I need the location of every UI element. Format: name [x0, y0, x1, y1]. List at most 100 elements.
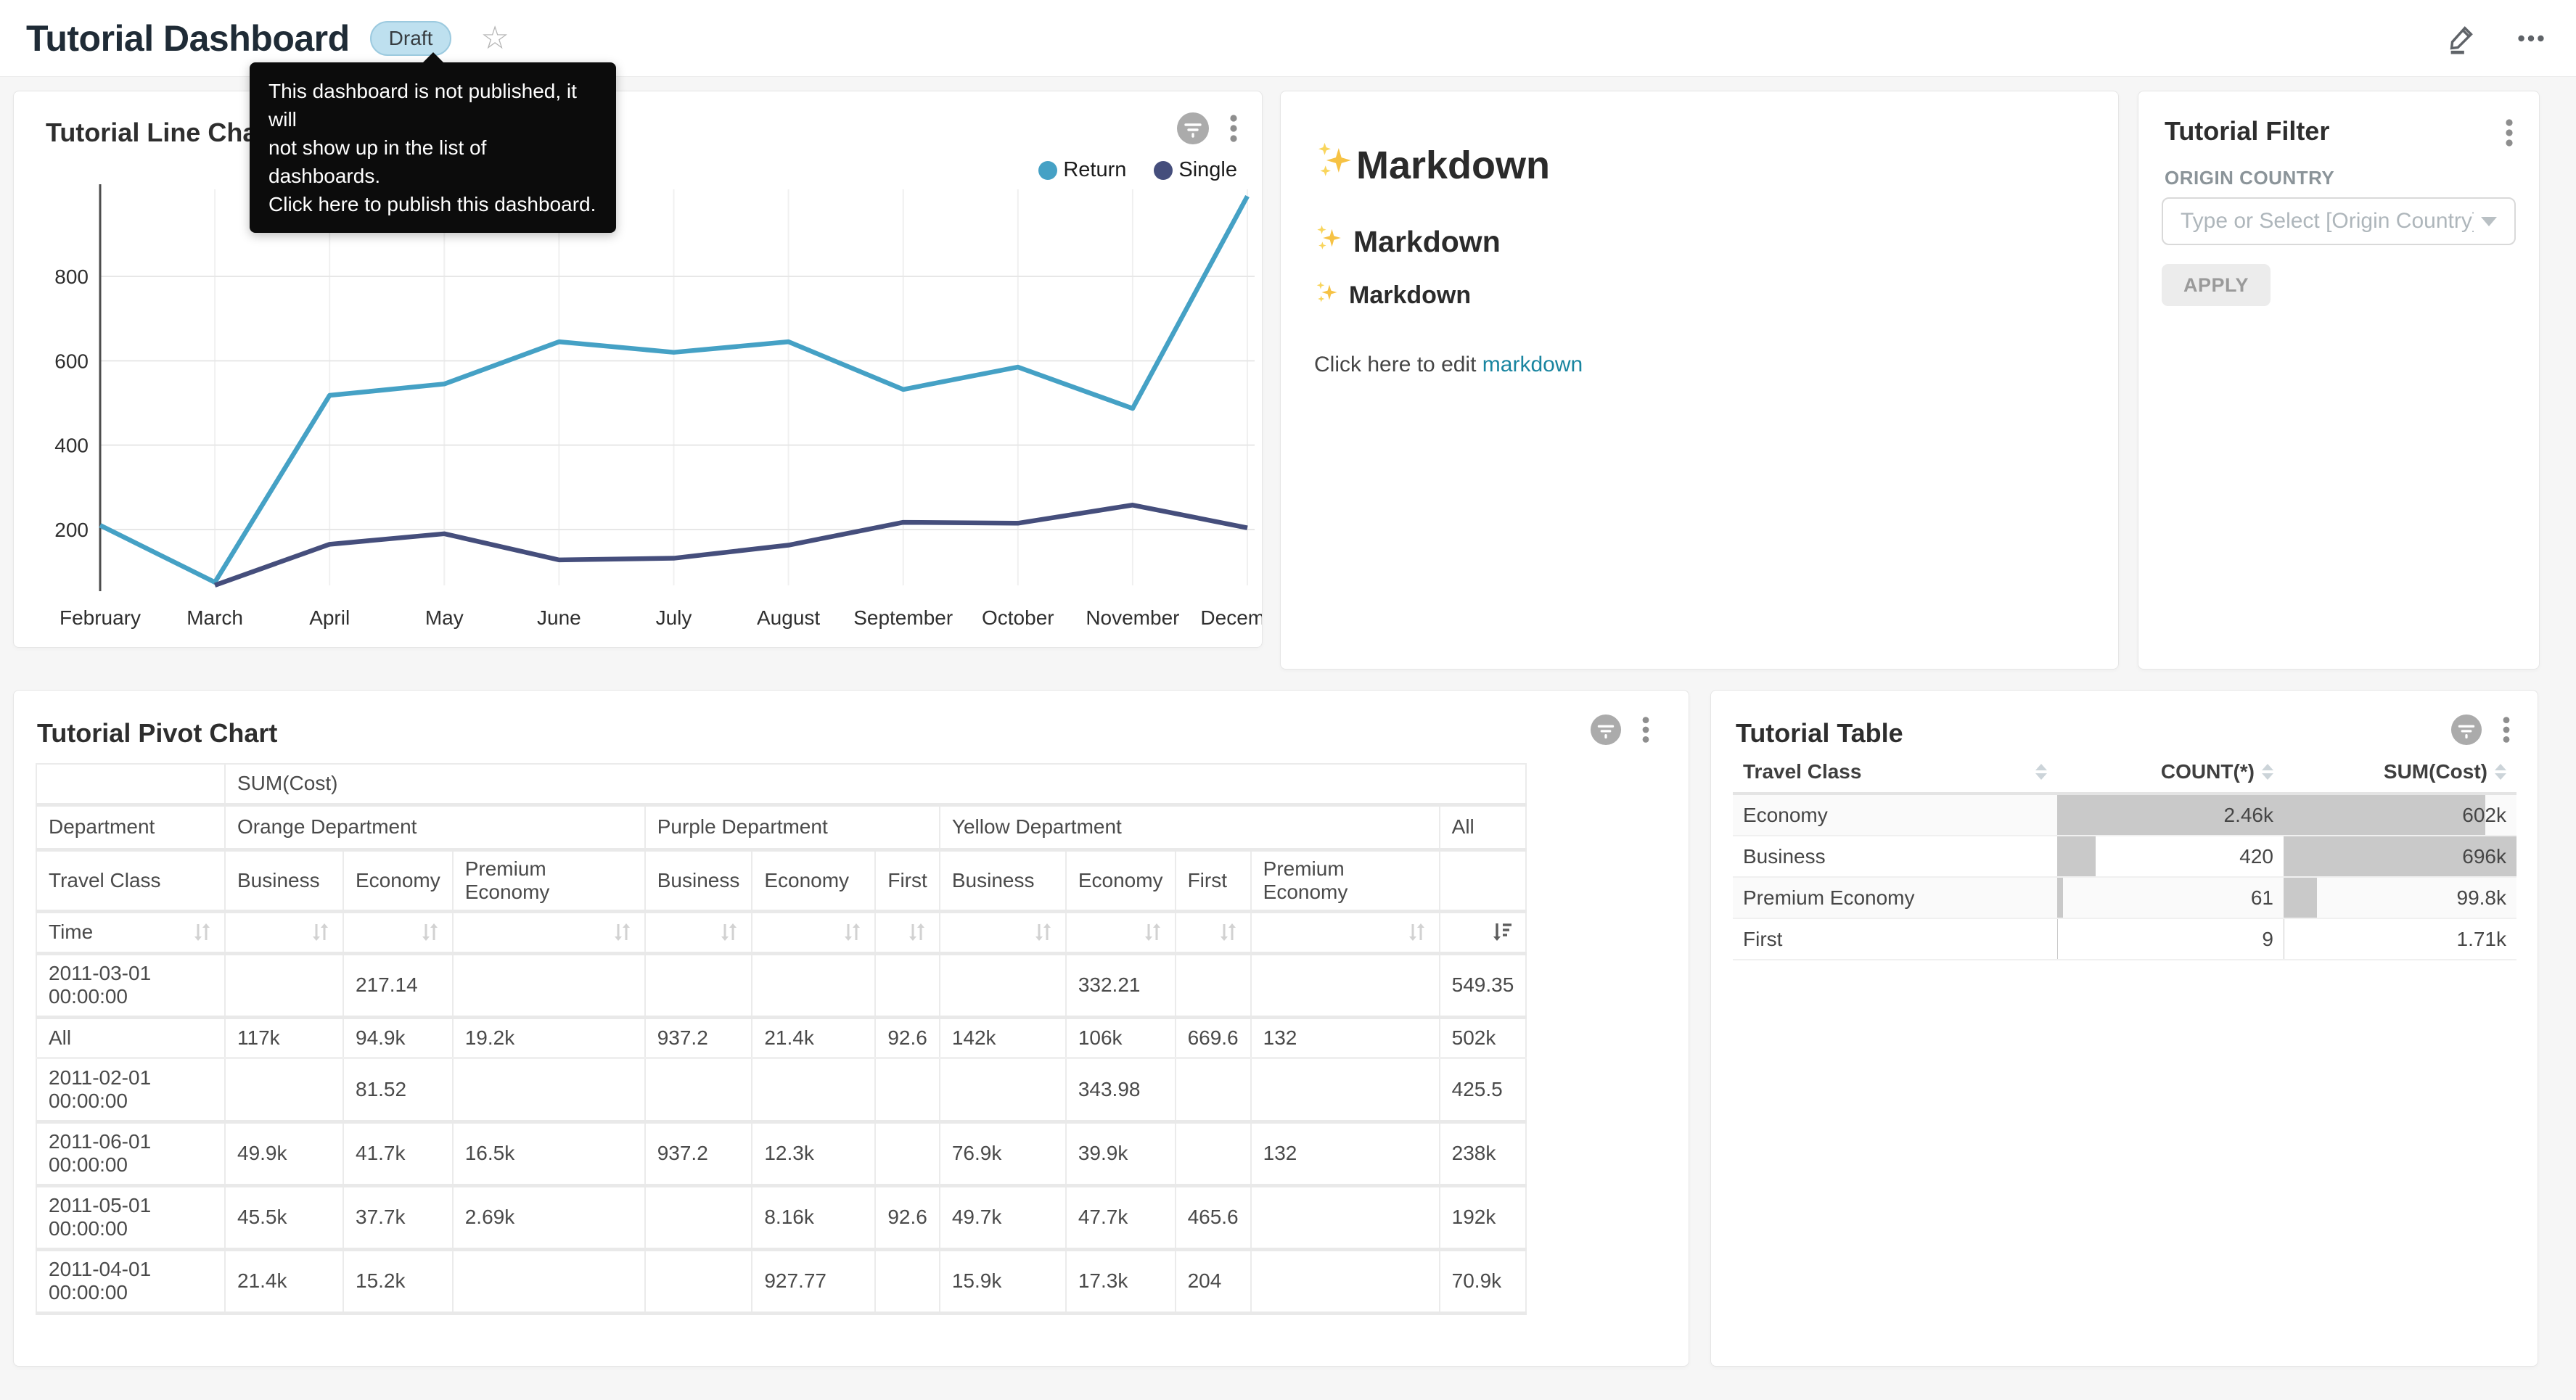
sort-icon[interactable] — [1406, 920, 1427, 944]
sort-icon[interactable] — [309, 920, 331, 944]
column-header-count[interactable]: COUNT(*) — [2057, 752, 2284, 794]
pivot-cell: 76.9k — [940, 1121, 1066, 1185]
pivot-cell — [1176, 1121, 1251, 1185]
pivot-cell: 937.2 — [645, 1121, 752, 1185]
pivot-cell: 37.7k — [343, 1185, 453, 1249]
pivot-cell — [645, 1185, 752, 1249]
filter-indicator-icon[interactable] — [2450, 714, 2482, 746]
pivot-cell: 142k — [940, 1017, 1066, 1058]
kebab-menu-icon[interactable] — [1641, 714, 1651, 746]
pivot-cell: 49.7k — [940, 1185, 1066, 1249]
pivot-cell: 106k — [1066, 1017, 1176, 1058]
pivot-column-header — [1440, 849, 1527, 911]
pivot-cell: 16.5k — [453, 1121, 645, 1185]
pivot-cell — [875, 1058, 940, 1121]
kebab-menu-icon[interactable] — [2501, 714, 2511, 746]
column-sort-carets-icon — [2035, 764, 2047, 780]
pivot-cell: 465.6 — [1176, 1185, 1251, 1249]
pivot-cell — [875, 1121, 940, 1185]
pivot-row-label: 2011-03-01 00:00:00 — [36, 953, 225, 1017]
pivot-group-header: Department — [36, 804, 225, 849]
axis-label: February — [60, 606, 141, 629]
table-row: Economy2.46k602k — [1733, 794, 2516, 836]
cell-sum-cost: 99.8k — [2284, 877, 2516, 918]
apply-button[interactable]: APPLY — [2162, 264, 2271, 306]
pivot-cell: 132 — [1251, 1121, 1440, 1185]
line-chart-plot[interactable]: 200400600800FebruaryMarchAprilMayJuneJul… — [14, 91, 1263, 648]
sort-icon[interactable] — [718, 920, 739, 944]
column-header-travel-class[interactable]: Travel Class — [1733, 752, 2057, 794]
pivot-cell: 343.98 — [1066, 1058, 1176, 1121]
axis-label: June — [537, 606, 581, 629]
pivot-column-header: Premium Economy — [453, 849, 645, 911]
favorite-star-icon[interactable]: ☆ — [480, 22, 509, 54]
sort-icon[interactable] — [191, 920, 213, 944]
pivot-cell: 332.21 — [1066, 953, 1176, 1017]
pivot-chart-card: Tutorial Pivot Chart SUM(Cost)Department… — [13, 690, 1689, 1367]
pivot-column-header: Premium Economy — [1251, 849, 1440, 911]
sort-icon[interactable] — [906, 920, 927, 944]
markdown-h1: Markdown — [1314, 139, 2085, 191]
filter-indicator-icon[interactable] — [1590, 714, 1622, 746]
table-card: Tutorial Table Travel ClassCOUNT(*)SUM(C… — [1710, 690, 2538, 1367]
series-line-single[interactable] — [215, 505, 1247, 585]
column-header-sum-cost[interactable]: SUM(Cost) — [2284, 752, 2516, 794]
pivot-group-header: All — [1440, 804, 1527, 849]
pivot-column-header: Business — [940, 849, 1066, 911]
sort-icon[interactable] — [1141, 920, 1163, 944]
pivot-cell: 47.7k — [1066, 1185, 1176, 1249]
pivot-cell: 19.2k — [453, 1017, 645, 1058]
pivot-cell — [453, 1058, 645, 1121]
pivot-cell: 17.3k — [1066, 1249, 1176, 1313]
pivot-cell — [1251, 1058, 1440, 1121]
pivot-row-label: 2011-02-01 00:00:00 — [36, 1058, 225, 1121]
edit-pencil-icon[interactable] — [2442, 20, 2480, 57]
pivot-cell — [875, 1249, 940, 1313]
more-options-ellipsis-icon[interactable] — [2512, 20, 2550, 57]
table-row: Premium Economy6199.8k — [1733, 877, 2516, 918]
pivot-metric-header: SUM(Cost) — [225, 764, 1526, 804]
pivot-cell — [645, 1058, 752, 1121]
pivot-cell: 70.9k — [1440, 1249, 1527, 1313]
sort-descending-active-icon[interactable] — [1490, 920, 1514, 944]
pivot-chart-title: Tutorial Pivot Chart — [37, 718, 277, 749]
sort-icon[interactable] — [841, 920, 863, 944]
pivot-cell: 94.9k — [343, 1017, 453, 1058]
tooltip-line: not show up in the list of dashboards. — [268, 133, 597, 190]
kebab-menu-icon[interactable] — [2504, 116, 2514, 149]
pivot-cell: 549.35 — [1440, 953, 1527, 1017]
pivot-cell — [1176, 1058, 1251, 1121]
pivot-cell: 15.9k — [940, 1249, 1066, 1313]
markdown-paragraph-text: Click here to edit — [1314, 353, 1482, 376]
markdown-edit-link[interactable]: markdown — [1482, 353, 1583, 376]
sort-icon[interactable] — [419, 920, 440, 944]
origin-country-select[interactable]: Type or Select [Origin Country] — [2162, 197, 2516, 245]
sort-icon[interactable] — [1217, 920, 1239, 944]
pivot-cell — [225, 1058, 343, 1121]
pivot-cell: 192k — [1440, 1185, 1527, 1249]
pivot-row-label: 2011-04-01 00:00:00 — [36, 1249, 225, 1313]
draft-status-badge[interactable]: Draft — [370, 21, 452, 56]
publish-tooltip: This dashboard is not published, it will… — [250, 62, 616, 233]
pivot-cell: 49.9k — [225, 1121, 343, 1185]
axis-label: 200 — [54, 519, 89, 541]
cell-travel-class: First — [1733, 918, 2057, 960]
axis-label: March — [186, 606, 243, 629]
pivot-cell: 92.6 — [875, 1185, 940, 1249]
pivot-column-header: Economy — [1066, 849, 1176, 911]
cell-count: 61 — [2057, 877, 2284, 918]
cell-count: 9 — [2057, 918, 2284, 960]
cell-sum-cost: 1.71k — [2284, 918, 2516, 960]
axis-label: November — [1086, 606, 1179, 629]
pivot-row-label: 2011-06-01 00:00:00 — [36, 1121, 225, 1185]
filter-card: Tutorial Filter ORIGIN COUNTRY Type or S… — [2138, 91, 2540, 670]
cell-count: 420 — [2057, 836, 2284, 877]
pivot-cell — [1251, 1185, 1440, 1249]
markdown-h1-text: Markdown — [1356, 143, 1550, 188]
sort-icon[interactable] — [1032, 920, 1054, 944]
pivot-cell: 669.6 — [1176, 1017, 1251, 1058]
pivot-cell — [1251, 953, 1440, 1017]
column-sort-carets-icon — [2262, 764, 2273, 780]
pivot-cell: 132 — [1251, 1017, 1440, 1058]
sort-icon[interactable] — [611, 920, 633, 944]
